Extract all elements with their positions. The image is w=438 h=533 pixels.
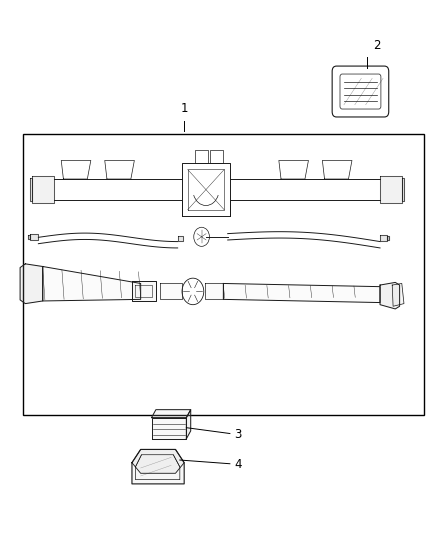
Polygon shape	[223, 284, 380, 303]
Polygon shape	[380, 282, 399, 309]
Polygon shape	[160, 284, 182, 300]
Polygon shape	[152, 418, 186, 439]
Polygon shape	[43, 266, 141, 301]
Polygon shape	[32, 176, 53, 203]
Text: 2: 2	[374, 39, 381, 52]
Polygon shape	[132, 449, 184, 484]
Text: 4: 4	[234, 458, 242, 471]
Polygon shape	[392, 284, 404, 306]
Text: 3: 3	[234, 428, 242, 441]
Polygon shape	[178, 236, 184, 241]
Polygon shape	[205, 284, 223, 300]
Polygon shape	[30, 178, 32, 201]
Polygon shape	[387, 236, 389, 240]
Bar	[23, 134, 424, 415]
Polygon shape	[380, 176, 402, 203]
Polygon shape	[186, 410, 191, 439]
Text: 1: 1	[180, 102, 188, 115]
Polygon shape	[402, 178, 404, 201]
Polygon shape	[132, 281, 156, 301]
Polygon shape	[30, 233, 39, 240]
Polygon shape	[20, 264, 43, 304]
Polygon shape	[152, 410, 191, 418]
Polygon shape	[132, 449, 184, 473]
Polygon shape	[380, 235, 387, 241]
Polygon shape	[28, 235, 30, 239]
